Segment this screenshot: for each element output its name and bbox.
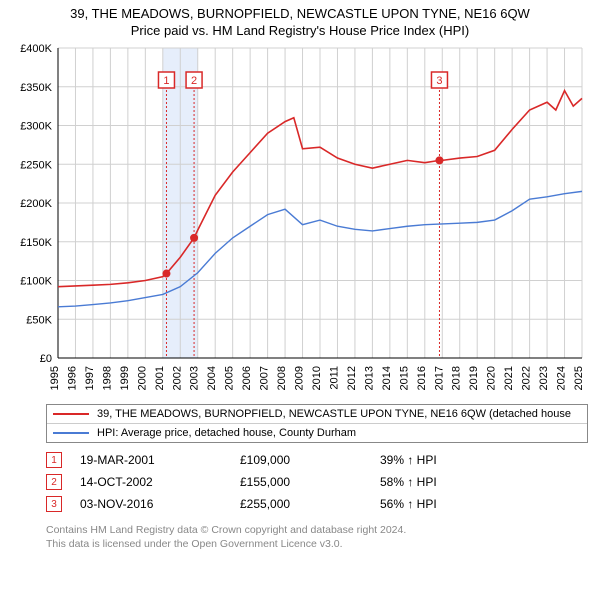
svg-text:2024: 2024 [556,366,568,390]
sale-row-1: 1 19-MAR-2001 £109,000 39% ↑ HPI [46,449,588,471]
svg-text:2016: 2016 [416,366,428,390]
sale-pct-3: 56% ↑ HPI [380,497,437,511]
svg-text:2011: 2011 [328,366,340,390]
svg-text:2021: 2021 [503,366,515,390]
svg-text:£100K: £100K [20,276,52,288]
legend-row-property: 39, THE MEADOWS, BURNOPFIELD, NEWCASTLE … [47,405,587,423]
svg-text:£400K: £400K [20,43,52,55]
legend-label-hpi: HPI: Average price, detached house, Coun… [97,427,356,439]
svg-text:2008: 2008 [276,366,288,390]
svg-text:2003: 2003 [189,366,201,390]
svg-text:2019: 2019 [468,366,480,390]
legend: 39, THE MEADOWS, BURNOPFIELD, NEWCASTLE … [46,404,588,443]
legend-swatch-property [53,413,89,415]
svg-text:1997: 1997 [84,366,96,390]
sale-price-3: £255,000 [240,497,380,511]
svg-text:2004: 2004 [206,366,218,390]
svg-text:2023: 2023 [538,366,550,390]
svg-text:3: 3 [436,75,442,87]
sale-price-1: £109,000 [240,453,380,467]
svg-text:2000: 2000 [136,366,148,390]
svg-text:2013: 2013 [363,366,375,390]
svg-text:2012: 2012 [346,366,358,390]
sale-price-2: £155,000 [240,475,380,489]
svg-text:2022: 2022 [521,366,533,390]
sale-pct-1: 39% ↑ HPI [380,453,437,467]
sale-marker-2: 2 [46,474,62,490]
svg-text:£50K: £50K [26,314,52,326]
footer: Contains HM Land Registry data © Crown c… [46,523,588,551]
sale-marker-1: 1 [46,452,62,468]
chart: £0 £50K £100K £150K £200K £250K £300K £350K £400… [12,38,588,398]
legend-swatch-hpi [53,432,89,434]
svg-text:1996: 1996 [66,366,78,390]
svg-text:£350K: £350K [20,82,52,94]
svg-text:2007: 2007 [259,366,271,390]
svg-text:2002: 2002 [171,366,183,390]
sale-row-3: 3 03-NOV-2016 £255,000 56% ↑ HPI [46,493,588,515]
chart-container: 39, THE MEADOWS, BURNOPFIELD, NEWCASTLE … [0,0,600,551]
title-address: 39, THE MEADOWS, BURNOPFIELD, NEWCASTLE … [0,6,600,21]
titles: 39, THE MEADOWS, BURNOPFIELD, NEWCASTLE … [0,0,600,38]
sale-date-3: 03-NOV-2016 [80,497,240,511]
sale-date-1: 19-MAR-2001 [80,453,240,467]
svg-text:2015: 2015 [398,366,410,390]
svg-text:2: 2 [191,75,197,87]
sale-row-2: 2 14-OCT-2002 £155,000 58% ↑ HPI [46,471,588,493]
footer-line-2: This data is licensed under the Open Gov… [46,537,588,551]
svg-text:2006: 2006 [241,366,253,390]
title-sub: Price paid vs. HM Land Registry's House … [0,21,600,38]
footer-line-1: Contains HM Land Registry data © Crown c… [46,523,588,537]
svg-text:2001: 2001 [154,366,166,390]
legend-row-hpi: HPI: Average price, detached house, Coun… [47,423,587,442]
svg-text:2005: 2005 [224,366,236,390]
sale-pct-2: 58% ↑ HPI [380,475,437,489]
svg-text:£200K: £200K [20,198,52,210]
svg-text:2018: 2018 [451,366,463,390]
legend-label-property: 39, THE MEADOWS, BURNOPFIELD, NEWCASTLE … [97,408,571,420]
sale-marker-3: 3 [46,496,62,512]
svg-text:1995: 1995 [49,366,61,390]
svg-text:2014: 2014 [381,366,393,390]
svg-text:£300K: £300K [20,121,52,133]
svg-text:1999: 1999 [119,366,131,390]
svg-text:2020: 2020 [486,366,498,390]
sales-table: 1 19-MAR-2001 £109,000 39% ↑ HPI 2 14-OC… [46,449,588,515]
svg-text:2025: 2025 [573,366,585,390]
svg-text:£250K: £250K [20,159,52,171]
svg-text:£150K: £150K [20,237,52,249]
svg-text:1998: 1998 [101,366,113,390]
svg-text:2017: 2017 [433,366,445,390]
svg-text:£0: £0 [40,353,52,365]
svg-text:2010: 2010 [311,366,323,390]
sale-date-2: 14-OCT-2002 [80,475,240,489]
chart-svg: £0 £50K £100K £150K £200K £250K £300K £350K £400… [12,38,588,398]
svg-text:2009: 2009 [294,366,306,390]
svg-text:1: 1 [163,75,169,87]
